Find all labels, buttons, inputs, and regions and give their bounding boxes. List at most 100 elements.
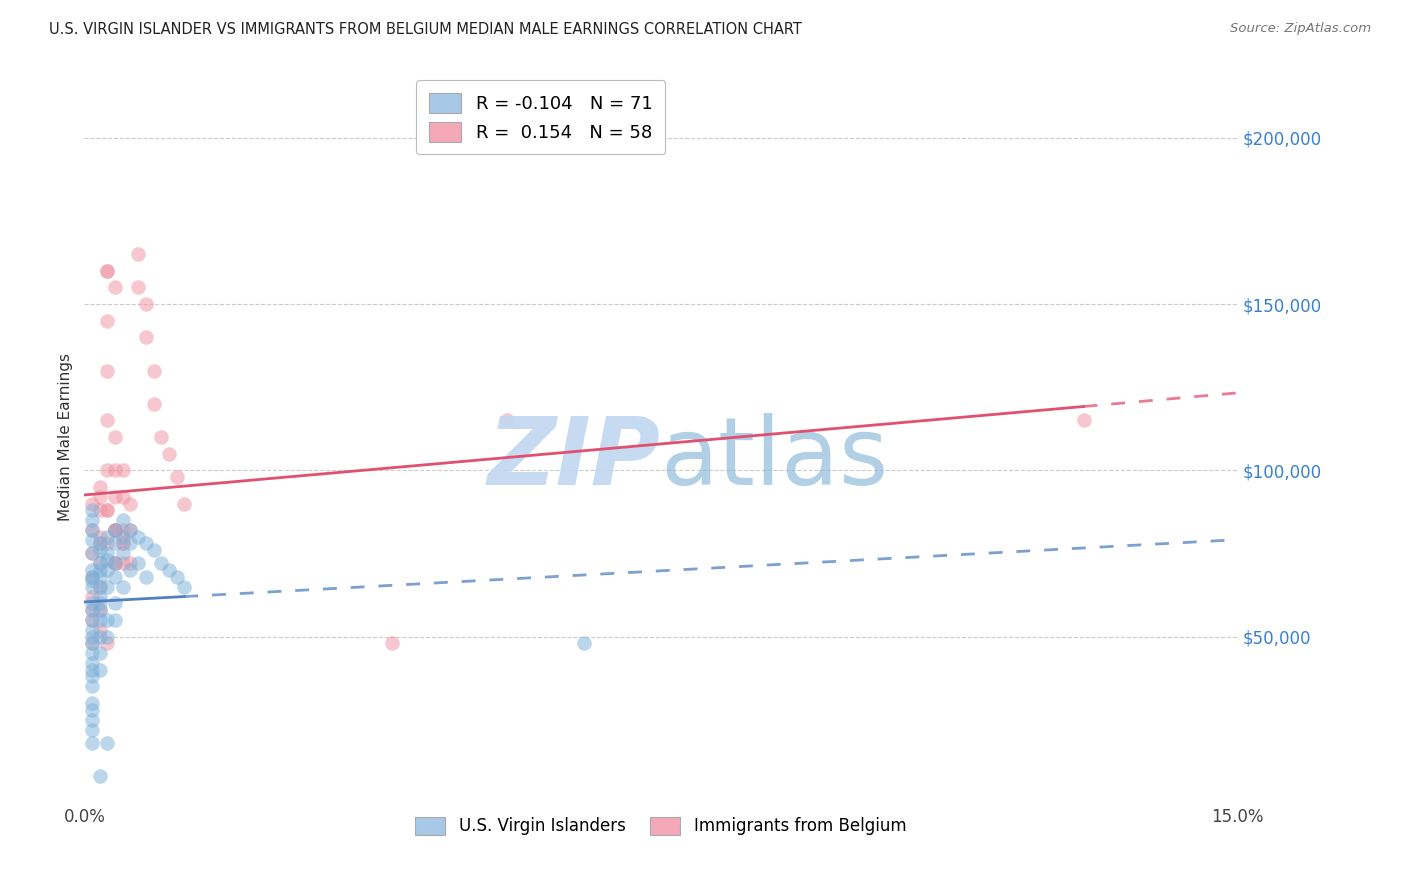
Point bbox=[89, 557, 111, 571]
Point bbox=[127, 557, 149, 571]
Point bbox=[104, 570, 127, 584]
Point bbox=[96, 580, 118, 594]
Point bbox=[89, 530, 111, 544]
Point bbox=[142, 543, 165, 558]
Text: U.S. VIRGIN ISLANDER VS IMMIGRANTS FROM BELGIUM MEDIAN MALE EARNINGS CORRELATION: U.S. VIRGIN ISLANDER VS IMMIGRANTS FROM … bbox=[49, 22, 801, 37]
Text: ZIP: ZIP bbox=[488, 413, 661, 505]
Point bbox=[157, 447, 180, 461]
Point bbox=[1073, 413, 1095, 427]
Point bbox=[89, 580, 111, 594]
Point bbox=[157, 563, 180, 577]
Point bbox=[80, 546, 103, 560]
Point bbox=[135, 330, 157, 344]
Point bbox=[104, 523, 127, 537]
Point bbox=[104, 596, 127, 610]
Point bbox=[104, 557, 127, 571]
Point bbox=[173, 497, 195, 511]
Point bbox=[89, 630, 111, 644]
Point bbox=[96, 546, 118, 560]
Point bbox=[80, 669, 103, 683]
Point bbox=[127, 530, 149, 544]
Point bbox=[96, 503, 118, 517]
Point bbox=[96, 563, 118, 577]
Point bbox=[104, 523, 127, 537]
Point bbox=[80, 703, 103, 717]
Point bbox=[104, 280, 127, 294]
Point bbox=[135, 570, 157, 584]
Point bbox=[104, 557, 127, 571]
Point bbox=[80, 630, 103, 644]
Point bbox=[80, 523, 103, 537]
Point bbox=[80, 573, 103, 587]
Point bbox=[127, 280, 149, 294]
Point bbox=[104, 523, 127, 537]
Point bbox=[96, 553, 118, 567]
Point bbox=[96, 463, 118, 477]
Point bbox=[104, 536, 127, 550]
Point bbox=[96, 530, 118, 544]
Point bbox=[104, 463, 127, 477]
Point bbox=[80, 636, 103, 650]
Point bbox=[80, 523, 103, 537]
Point bbox=[572, 636, 595, 650]
Point bbox=[89, 646, 111, 660]
Point bbox=[381, 636, 404, 650]
Point bbox=[111, 580, 134, 594]
Point bbox=[80, 603, 103, 617]
Point bbox=[89, 536, 111, 550]
Point bbox=[80, 623, 103, 637]
Point bbox=[80, 513, 103, 527]
Point bbox=[104, 557, 127, 571]
Point bbox=[120, 536, 142, 550]
Point bbox=[96, 363, 118, 377]
Point bbox=[96, 636, 118, 650]
Point bbox=[80, 646, 103, 660]
Point bbox=[80, 570, 103, 584]
Point bbox=[120, 557, 142, 571]
Point bbox=[96, 413, 118, 427]
Point bbox=[89, 596, 111, 610]
Point bbox=[96, 503, 118, 517]
Point bbox=[111, 513, 134, 527]
Point bbox=[96, 264, 118, 278]
Point bbox=[127, 247, 149, 261]
Point bbox=[120, 523, 142, 537]
Point bbox=[80, 563, 103, 577]
Point bbox=[96, 314, 118, 328]
Point bbox=[111, 536, 134, 550]
Point bbox=[80, 723, 103, 737]
Point bbox=[111, 463, 134, 477]
Point bbox=[80, 580, 103, 594]
Point bbox=[80, 736, 103, 750]
Point bbox=[80, 613, 103, 627]
Point bbox=[89, 490, 111, 504]
Point bbox=[96, 536, 118, 550]
Point bbox=[80, 603, 103, 617]
Text: Source: ZipAtlas.com: Source: ZipAtlas.com bbox=[1230, 22, 1371, 36]
Point bbox=[80, 503, 103, 517]
Point bbox=[89, 603, 111, 617]
Point bbox=[150, 430, 173, 444]
Point bbox=[96, 613, 118, 627]
Point bbox=[111, 523, 134, 537]
Point bbox=[80, 713, 103, 727]
Y-axis label: Median Male Earnings: Median Male Earnings bbox=[58, 353, 73, 521]
Point bbox=[89, 590, 111, 604]
Point bbox=[80, 656, 103, 670]
Point bbox=[89, 503, 111, 517]
Point bbox=[96, 264, 118, 278]
Point bbox=[96, 630, 118, 644]
Point bbox=[89, 580, 111, 594]
Point bbox=[120, 523, 142, 537]
Point bbox=[89, 557, 111, 571]
Point bbox=[89, 663, 111, 677]
Point bbox=[135, 297, 157, 311]
Point bbox=[89, 480, 111, 494]
Point bbox=[89, 603, 111, 617]
Point bbox=[80, 636, 103, 650]
Point bbox=[111, 530, 134, 544]
Point bbox=[104, 613, 127, 627]
Point bbox=[173, 580, 195, 594]
Point bbox=[80, 570, 103, 584]
Point bbox=[96, 736, 118, 750]
